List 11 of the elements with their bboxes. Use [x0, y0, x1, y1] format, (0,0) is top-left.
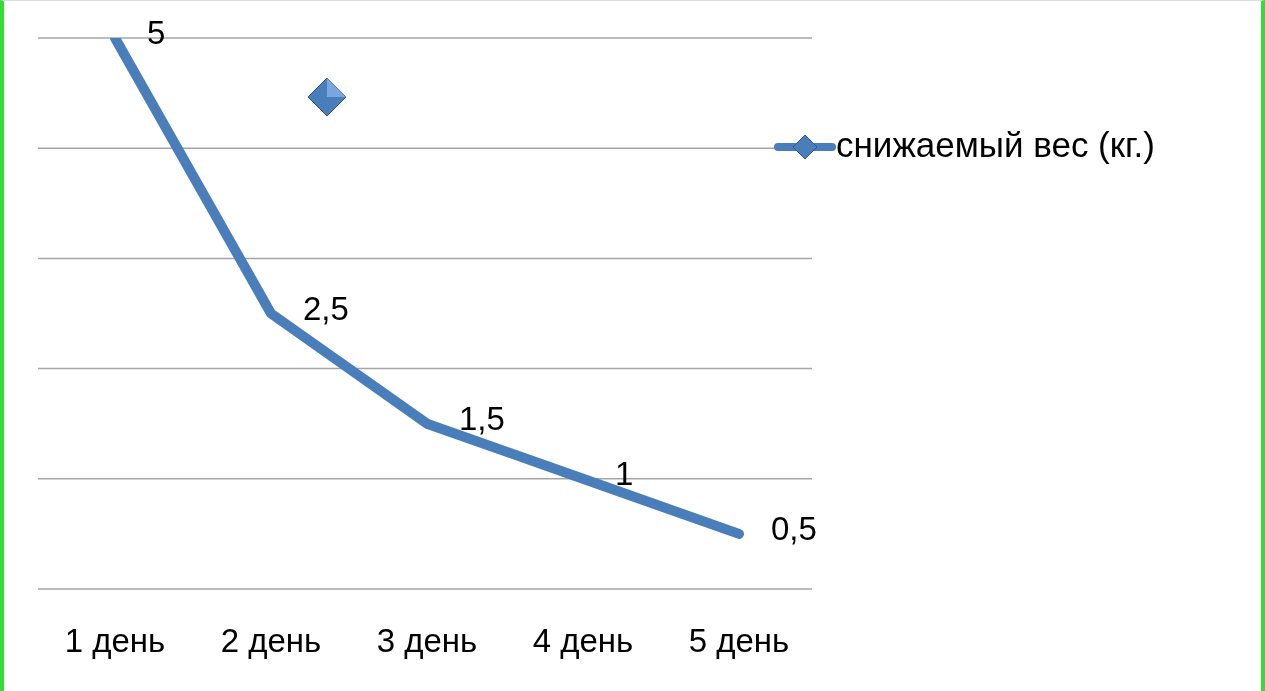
x-tick-label: 2 день: [220, 622, 322, 660]
data-label: 1,5: [459, 399, 505, 437]
data-label: 0,5: [771, 509, 817, 547]
x-tick-label: 3 день: [376, 622, 478, 660]
data-label: 2,5: [303, 289, 349, 327]
legend-label: снижаемый вес (кг.): [836, 124, 1156, 166]
data-label: 1: [615, 454, 634, 492]
x-tick-label: 4 день: [532, 622, 634, 660]
data-label: 5: [147, 14, 166, 51]
x-tick-label: 1 день: [64, 622, 166, 660]
x-tick-label: 5 день: [688, 622, 790, 660]
